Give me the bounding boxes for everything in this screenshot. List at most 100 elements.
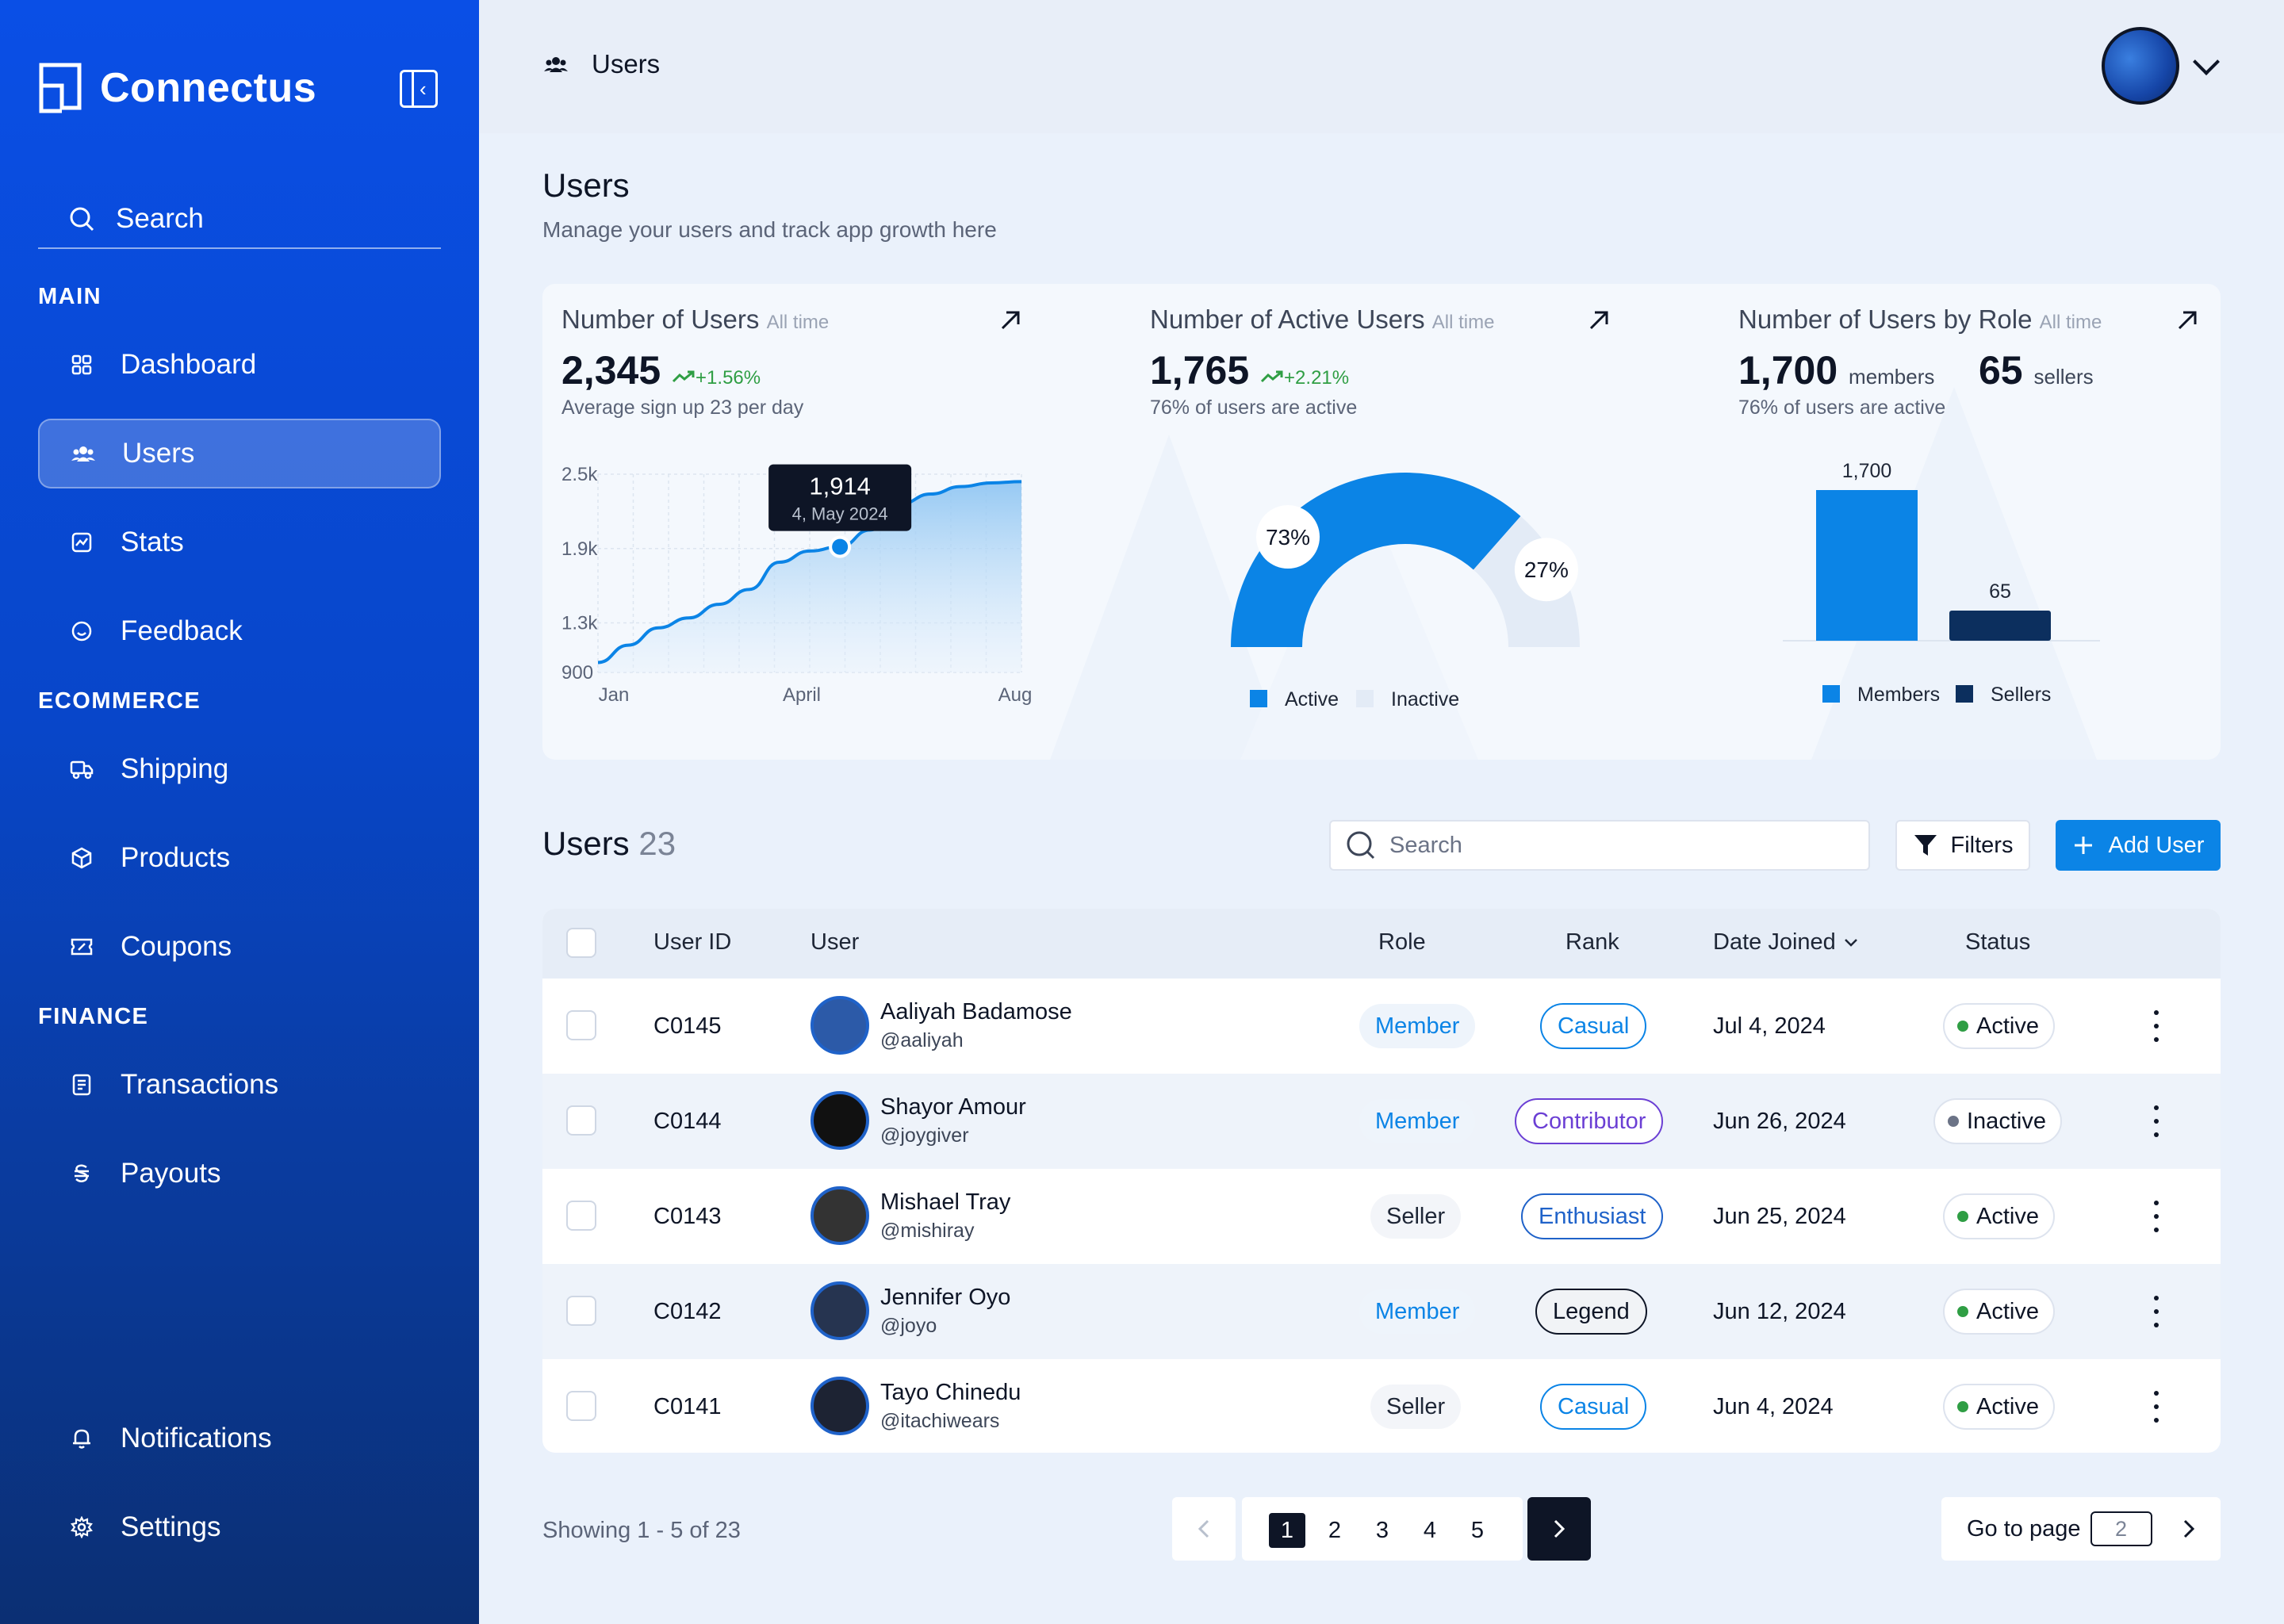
bar-members[interactable] xyxy=(1816,490,1918,641)
area-fill xyxy=(598,481,1021,672)
status-text: Active xyxy=(1976,1298,2039,1324)
sidebar-item-label: Transactions xyxy=(121,1069,279,1100)
sidebar-item-notifications[interactable]: Notifications xyxy=(38,1404,441,1473)
collapse-icon: ‹ xyxy=(420,77,427,101)
x-tick-label: April xyxy=(783,684,821,706)
sidebar-item-stats[interactable]: Stats xyxy=(38,508,441,577)
sidebar-item-shipping[interactable]: Shipping xyxy=(38,734,441,804)
table-row[interactable]: C0141 Tayo Chinedu @itachiwears Seller Casua… xyxy=(542,1359,2221,1453)
table-row[interactable]: C0144 Shayor Amour @joygiver Member Contribu… xyxy=(542,1074,2221,1169)
tooltip-value: 1,914 xyxy=(809,473,871,500)
page-5[interactable]: 5 xyxy=(1470,1517,1485,1543)
user-name[interactable]: Mishael Tray xyxy=(880,1189,1011,1215)
page-2[interactable]: 2 xyxy=(1328,1517,1342,1543)
table-row[interactable]: C0142 Jennifer Oyo @joyo Member Legend Jun 12… xyxy=(542,1264,2221,1359)
filters-button[interactable]: Filters xyxy=(1895,820,2030,871)
sidebar-item-coupons[interactable]: Coupons xyxy=(38,912,441,982)
role-badge: Member xyxy=(1359,1004,1476,1048)
header-user[interactable]: User xyxy=(811,929,860,955)
chevron-down-icon[interactable] xyxy=(2193,48,2220,75)
collapse-sidebar-button[interactable]: ‹ xyxy=(400,70,438,108)
goto-page-input[interactable]: 2 xyxy=(2090,1511,2152,1546)
row-checkbox[interactable] xyxy=(566,1010,596,1040)
topbar-title: Users xyxy=(544,49,660,79)
sidebar-item-feedback[interactable]: Feedback xyxy=(38,596,441,666)
next-page-button[interactable] xyxy=(1527,1497,1591,1561)
header-role[interactable]: Role xyxy=(1378,929,1426,955)
legend-swatch xyxy=(1356,690,1374,707)
date-joined: Jun 25, 2024 xyxy=(1713,1204,1846,1229)
goto-label: Go to page xyxy=(1967,1515,2081,1542)
page-4[interactable]: 4 xyxy=(1423,1517,1437,1543)
sidebar-item-users[interactable]: Users xyxy=(38,419,441,488)
kebab-icon[interactable] xyxy=(2152,1391,2160,1423)
sidebar-item-settings[interactable]: Settings xyxy=(38,1492,441,1562)
app-logo[interactable]: Connectus xyxy=(38,62,316,114)
arrow-up-right-icon[interactable] xyxy=(2175,308,2200,333)
arrow-up-right-icon[interactable] xyxy=(998,308,1023,333)
users-search-input[interactable]: Search xyxy=(1329,820,1870,871)
page-title: Users xyxy=(542,167,630,204)
header-date-joined[interactable]: Date Joined xyxy=(1713,929,1858,956)
stat-title-text: Number of Users by Role xyxy=(1738,304,2033,334)
row-checkbox[interactable] xyxy=(566,1391,596,1421)
rank-badge: Legend xyxy=(1535,1289,1647,1335)
status-text: Active xyxy=(1976,1203,2039,1229)
legend-label: Sellers xyxy=(1991,684,2051,706)
users-section-title: Users 23 xyxy=(542,825,676,863)
status-badge: Inactive xyxy=(1933,1098,2062,1144)
header-status[interactable]: Status xyxy=(1965,929,2031,955)
kebab-icon[interactable] xyxy=(2152,1105,2160,1137)
sidebar-item-payouts[interactable]: Payouts xyxy=(38,1139,441,1208)
header-rank[interactable]: Rank xyxy=(1565,929,1619,955)
select-all-checkbox[interactable] xyxy=(566,928,596,958)
table-row[interactable]: C0143 Mishael Tray @mishiray Seller Enthusia… xyxy=(542,1169,2221,1264)
table-header: User ID User Role Rank Date Joined Statu… xyxy=(542,909,2221,979)
sidebar-item-products[interactable]: Products xyxy=(38,823,441,893)
user-id: C0144 xyxy=(653,1109,722,1134)
bar-sellers[interactable] xyxy=(1949,611,2051,641)
page-3[interactable]: 3 xyxy=(1375,1517,1389,1543)
sidebar-item-label: Products xyxy=(121,842,231,873)
arrow-up-right-icon[interactable] xyxy=(1586,308,1611,333)
user-handle: @itachiwears xyxy=(880,1410,1000,1432)
row-checkbox[interactable] xyxy=(566,1105,596,1136)
role-badge: Member xyxy=(1359,1099,1476,1143)
stat-number-of-users: Number of Users All time 2,345 +1.56% Av… xyxy=(542,284,1098,760)
sidebar-search[interactable]: Search xyxy=(38,190,441,249)
page-1[interactable]: 1 xyxy=(1269,1513,1305,1548)
kebab-icon[interactable] xyxy=(2152,1010,2160,1042)
avatar[interactable] xyxy=(811,1091,869,1150)
user-handle: @mishiray xyxy=(880,1220,975,1242)
user-name[interactable]: Tayo Chinedu xyxy=(880,1380,1021,1405)
stat-delta: +2.21% xyxy=(1284,367,1350,389)
add-user-button[interactable]: Add User xyxy=(2056,820,2221,871)
row-checkbox[interactable] xyxy=(566,1296,596,1326)
stat-title-text: Number of Users xyxy=(561,304,760,334)
y-tick-label: 1.3k xyxy=(561,613,598,634)
row-checkbox[interactable] xyxy=(566,1201,596,1231)
user-name[interactable]: Aaliyah Badamose xyxy=(880,999,1072,1025)
avatar[interactable] xyxy=(811,1281,869,1340)
chevron-right-icon[interactable] xyxy=(2182,1519,2195,1539)
sidebar-item-dashboard[interactable]: Dashboard xyxy=(38,330,441,400)
avatar[interactable] xyxy=(811,1377,869,1435)
kebab-icon[interactable] xyxy=(2152,1201,2160,1232)
coupons-icon xyxy=(70,935,94,959)
status-dot xyxy=(1957,1211,1968,1222)
kebab-icon[interactable] xyxy=(2152,1296,2160,1327)
section-label-ecommerce: ECOMMERCE xyxy=(38,688,201,714)
sidebar-item-transactions[interactable]: Transactions xyxy=(38,1050,441,1120)
header-user-id[interactable]: User ID xyxy=(653,929,732,955)
user-name[interactable]: Jennifer Oyo xyxy=(880,1285,1011,1310)
table-row[interactable]: C0145 Aaliyah Badamose @aaliyah Member Casua… xyxy=(542,979,2221,1074)
dashboard-icon xyxy=(70,353,94,377)
data-point[interactable] xyxy=(829,535,852,558)
avatar[interactable] xyxy=(811,1186,869,1245)
user-name[interactable]: Shayor Amour xyxy=(880,1094,1026,1120)
avatar[interactable] xyxy=(2102,27,2179,105)
avatar[interactable] xyxy=(811,996,869,1055)
users-count: 23 xyxy=(638,825,676,862)
prev-page-button[interactable] xyxy=(1172,1497,1236,1561)
payouts-icon xyxy=(70,1162,94,1185)
